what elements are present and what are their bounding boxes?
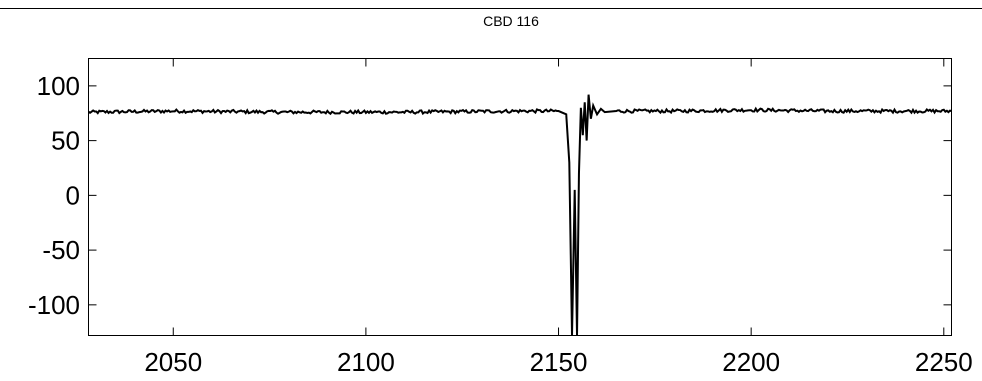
x-tick-label: 2100 (337, 347, 395, 377)
plot-area: 2050 2100 2150 2200 2250 100 50 0 -50 -100 (28, 58, 973, 377)
x-tick-label: 2150 (530, 347, 588, 377)
y-tick-label: -50 (42, 235, 80, 265)
x-tick-label: 2200 (722, 347, 780, 377)
y-tick-label: 50 (51, 126, 80, 156)
x-tick-label: 2250 (915, 347, 973, 377)
axes-box (88, 58, 952, 336)
y-tick-label: -100 (28, 290, 80, 320)
chart-title: CBD 116 (483, 13, 539, 29)
axis-ticks (88, 58, 952, 336)
x-tick-labels: 2050 2100 2150 2200 2250 (144, 347, 972, 377)
y-tick-labels: 100 50 0 -50 -100 (28, 71, 80, 320)
y-tick-label: 100 (37, 71, 80, 101)
y-tick-label: 0 (66, 180, 80, 210)
x-tick-label: 2050 (144, 347, 202, 377)
series-line (87, 94, 952, 336)
